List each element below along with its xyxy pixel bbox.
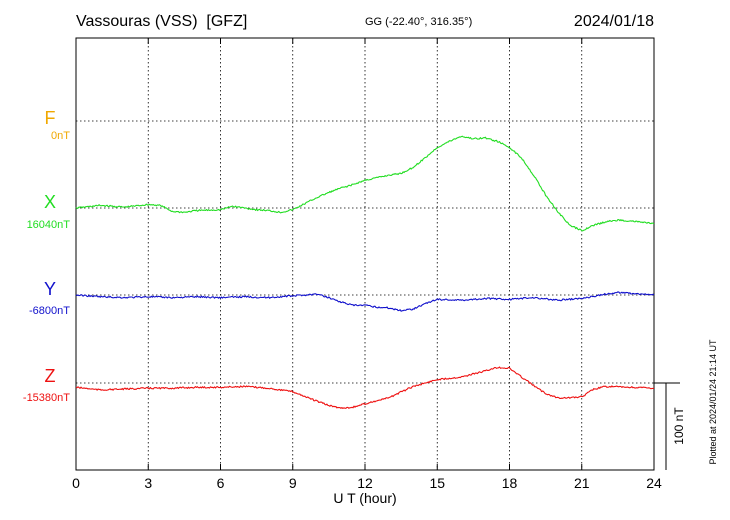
x-axis-ticks: 0 3 6 9 12 15 18 21 24	[72, 38, 662, 491]
series-line-z	[75, 366, 655, 409]
component-f-baseline: 0nT	[51, 130, 70, 142]
component-y-baseline: -6800nT	[29, 305, 70, 317]
scale-bar-label: 100 nT	[672, 407, 686, 445]
x-tick-label: 18	[502, 475, 518, 491]
component-y-label: Y	[44, 279, 56, 299]
x-tick-label: 0	[72, 475, 80, 491]
coords-label: GG (-22.40°, 316.35°)	[365, 16, 472, 28]
component-x-label: X	[44, 192, 56, 212]
x-tick-label: 21	[574, 475, 590, 491]
grid-lines	[76, 38, 654, 470]
x-tick-label: 3	[144, 475, 152, 491]
series-line-x	[75, 135, 655, 232]
component-f-label: F	[45, 108, 56, 128]
scale-bar: 100 nT	[654, 382, 686, 470]
x-tick-label: 15	[429, 475, 445, 491]
component-x-baseline: 16040nT	[27, 219, 71, 231]
x-tick-label: 6	[217, 475, 225, 491]
series-layer	[75, 135, 655, 409]
component-z-baseline: -15380nT	[23, 392, 70, 404]
station-title: Vassouras (VSS) [GFZ]	[76, 13, 247, 30]
x-tick-label: 12	[357, 475, 373, 491]
x-tick-label: 24	[646, 475, 662, 491]
series-line-y	[75, 291, 655, 312]
date-label: 2024/01/18	[574, 13, 654, 30]
component-z-label: Z	[45, 366, 56, 386]
x-axis-label: U T (hour)	[333, 490, 396, 506]
x-tick-label: 9	[289, 475, 297, 491]
plotted-note: Plotted at 2024/01/24 21:14 UT	[708, 339, 718, 465]
